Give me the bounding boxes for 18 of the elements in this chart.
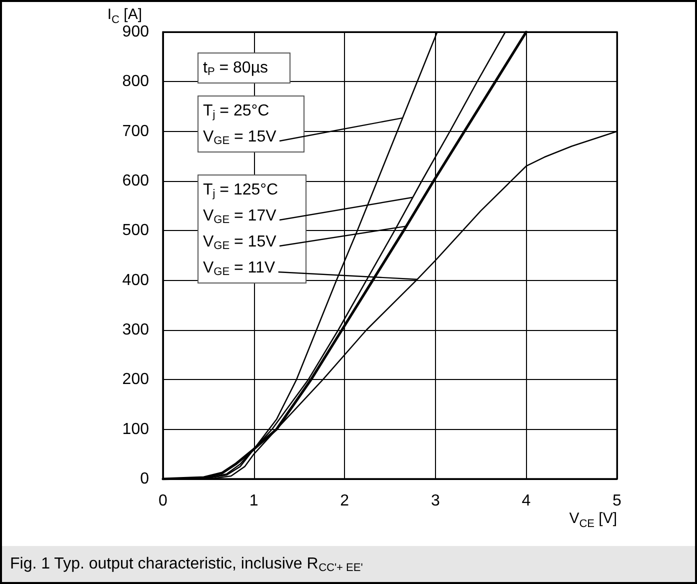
y-tick-label: 600 (122, 172, 150, 190)
x-tick-label: 3 (430, 492, 440, 510)
y-tick-label: 0 (140, 470, 150, 488)
y-tick-label: 900 (122, 24, 150, 40)
x-tick-label: 4 (522, 492, 531, 510)
y-tick-label: 100 (122, 420, 150, 438)
y-tick-label: 400 (122, 272, 150, 289)
y-tick-label: 700 (122, 122, 150, 140)
y-tick-label: 500 (122, 222, 150, 240)
x-tick-label: 2 (340, 492, 350, 510)
y-axis-title: I$_{C}$ [A] (107, 6, 142, 26)
y-tick-label: 300 (122, 322, 150, 338)
x-tick-label: 1 (249, 492, 258, 510)
y-tick-label: 800 (122, 73, 150, 90)
x-tick-label: 0 (158, 492, 168, 510)
x-tick-label: 5 (612, 492, 622, 510)
x-axis-title: V$_{CE}$ [V] (569, 510, 617, 532)
y-tick-label: 200 (122, 371, 150, 388)
